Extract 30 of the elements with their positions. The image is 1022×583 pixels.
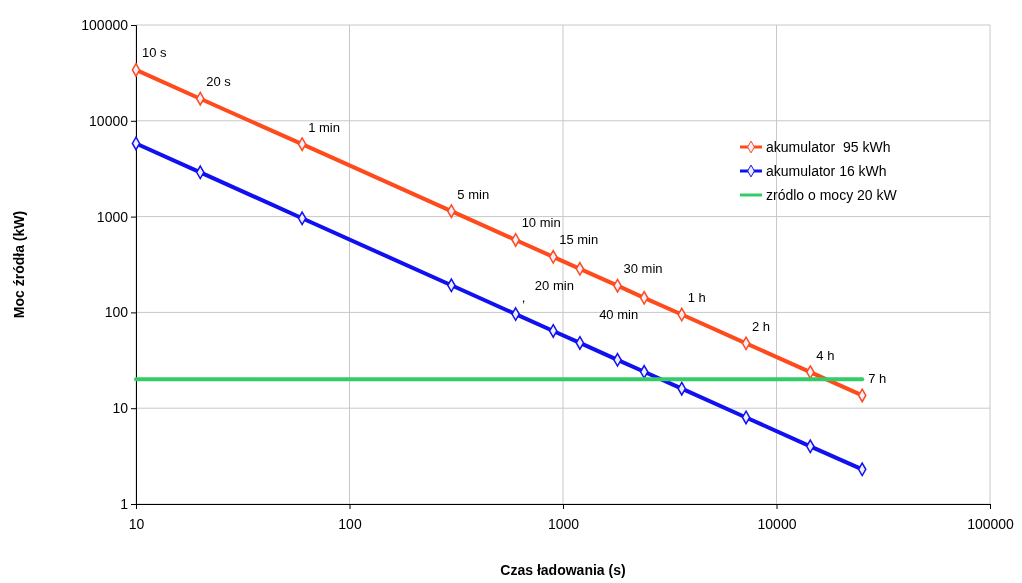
x-axis-title: Czas ładowania (s): [500, 562, 626, 578]
y-tick-label: 1: [120, 495, 129, 512]
x-tick-label: 1000: [547, 515, 580, 532]
y-tick-label: 100: [104, 304, 129, 321]
y-tick-label: 10000: [89, 112, 129, 129]
annotation: 20 min: [534, 278, 574, 294]
annotation: 5 min: [457, 186, 490, 202]
annotation: 10 s: [142, 45, 168, 61]
annotation: 2 h: [752, 318, 771, 334]
annotation: 30 min: [623, 261, 663, 277]
x-tick-label: 100: [338, 515, 362, 532]
legend-label: zródlo o mocy 20 kW: [766, 186, 898, 203]
x-tick-label: 100000: [967, 515, 1015, 532]
legend-label: akumulator 95 kWh: [766, 138, 891, 155]
annotation: 15 min: [559, 232, 599, 248]
annotation: 4 h: [816, 347, 835, 363]
x-tick-label: 10000: [757, 515, 797, 532]
y-tick-label: 100000: [81, 16, 129, 33]
annotation: 1 h: [687, 289, 706, 305]
annotation: 10 min: [521, 215, 561, 231]
annotation: 1 min: [308, 119, 340, 135]
y-tick-label: 1000: [96, 208, 129, 225]
y-axis-title: Moc źródła (kW): [11, 210, 27, 319]
annotation: 40 min: [599, 307, 639, 323]
x-tick-label: 10: [128, 515, 145, 532]
annotation: 20 s: [206, 74, 232, 90]
annotation: 7 h: [868, 370, 887, 386]
legend-label: akumulator 16 kWh: [766, 162, 887, 179]
annotation: ,: [521, 289, 526, 305]
y-tick-label: 10: [112, 400, 129, 417]
